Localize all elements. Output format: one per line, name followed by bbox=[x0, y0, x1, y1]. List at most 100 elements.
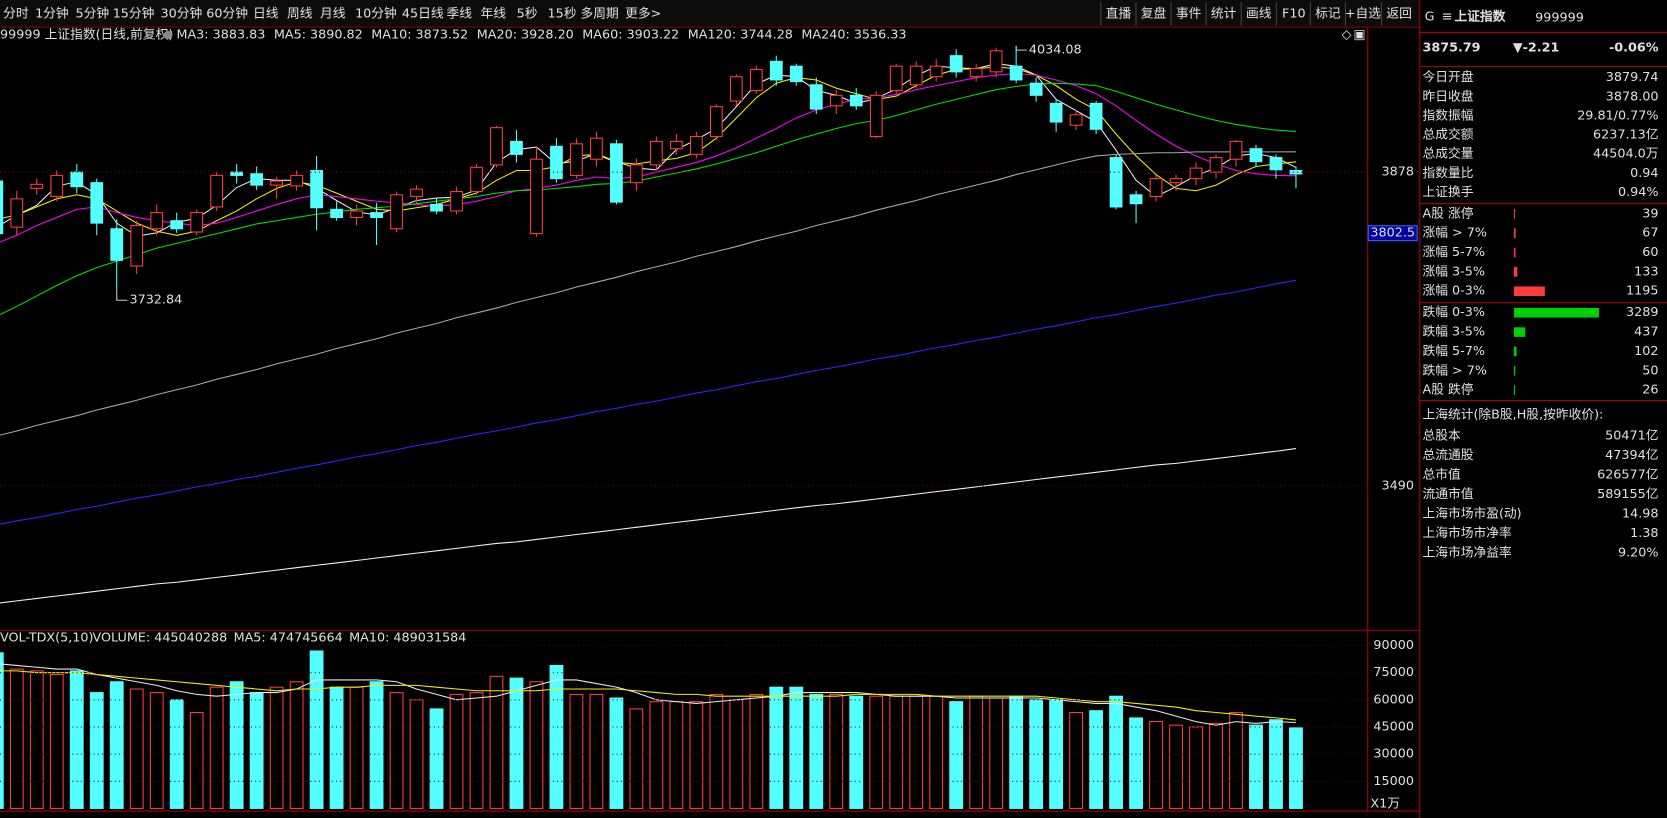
toolbar-button[interactable]: 返回 bbox=[1386, 6, 1411, 21]
volume-bar bbox=[1269, 719, 1283, 809]
volume-bar bbox=[429, 708, 444, 809]
candle-body bbox=[889, 65, 903, 91]
ma-line bbox=[0, 66, 1297, 236]
stat-value: 6237.13亿 bbox=[1593, 128, 1658, 143]
period-tab[interactable]: 年线 bbox=[481, 6, 507, 21]
toolbar-button[interactable]: 复盘 bbox=[1141, 5, 1167, 21]
volume-bar bbox=[469, 692, 484, 809]
market-value: 9.20% bbox=[1618, 545, 1659, 560]
icon[interactable]: ◇ bbox=[1342, 28, 1352, 43]
breadth-bar bbox=[1513, 346, 1517, 357]
candle-body bbox=[1129, 194, 1143, 205]
period-tab[interactable]: 10分钟 bbox=[355, 5, 397, 21]
breadth-bar bbox=[1513, 385, 1515, 395]
period-tab[interactable]: 月线 bbox=[320, 6, 346, 21]
legend-entry: MA5: 3890.82 bbox=[274, 28, 363, 43]
candle-body bbox=[270, 180, 284, 186]
toolbar-button[interactable]: F10 bbox=[1282, 6, 1306, 21]
volume-bar bbox=[229, 681, 244, 809]
volume-bar bbox=[9, 668, 24, 809]
candle-body bbox=[610, 143, 623, 203]
period-tab[interactable]: 5分钟 bbox=[75, 5, 109, 21]
candle-body bbox=[1029, 82, 1043, 96]
menu-icon[interactable]: ≡ bbox=[1442, 10, 1453, 25]
candle-body bbox=[430, 203, 443, 212]
settings-icon[interactable] bbox=[163, 30, 173, 40]
annotation-leader bbox=[116, 289, 128, 301]
market-value: 1.38 bbox=[1630, 526, 1658, 541]
candle-body bbox=[1149, 178, 1163, 197]
candle-body bbox=[1109, 157, 1123, 208]
volume-bar bbox=[1049, 699, 1064, 809]
toolbar-button[interactable]: +自选 bbox=[1345, 6, 1381, 21]
candle-body bbox=[250, 173, 264, 186]
period-tab[interactable]: 15分钟 bbox=[113, 5, 155, 21]
volume-bar bbox=[109, 681, 124, 809]
legend-entry: MA240: 3536.33 bbox=[801, 28, 906, 43]
y-tick-label: 45000 bbox=[1373, 720, 1414, 735]
candle-body bbox=[70, 171, 84, 188]
breadth-label: 跌幅 5-7% bbox=[1422, 343, 1484, 359]
toolbar-button[interactable]: 画线 bbox=[1246, 6, 1272, 21]
candle-body bbox=[190, 212, 204, 233]
breadth-label: A股 跌停 bbox=[1422, 382, 1473, 398]
volume-bar bbox=[1129, 717, 1143, 809]
volume-bar bbox=[89, 692, 104, 809]
volume-bar bbox=[29, 670, 44, 809]
volume-bar bbox=[589, 693, 604, 809]
index-name: 上证指数 bbox=[1454, 9, 1505, 25]
period-tab[interactable]: 周线 bbox=[287, 6, 313, 21]
breadth-value: 39 bbox=[1642, 206, 1658, 221]
period-tab[interactable]: 5秒 bbox=[517, 6, 538, 21]
period-tab[interactable]: 45日线 bbox=[402, 6, 444, 21]
candle-body bbox=[1189, 167, 1203, 180]
section-title: 上海统计(除B股,H股,按昨收价): bbox=[1422, 407, 1603, 422]
volume-bar bbox=[129, 688, 144, 809]
period-tab[interactable]: 15秒 bbox=[548, 6, 577, 21]
toolbar-button[interactable]: 事件 bbox=[1176, 6, 1202, 21]
volume-bar bbox=[0, 652, 4, 809]
stat-label: 昨日收盘 bbox=[1422, 88, 1473, 104]
breadth-value: 133 bbox=[1634, 264, 1658, 279]
candle-body bbox=[450, 191, 463, 212]
breadth-label: 涨幅 0-3% bbox=[1422, 284, 1484, 299]
market-label: 流通市值 bbox=[1422, 486, 1473, 502]
candle-body bbox=[789, 65, 803, 83]
period-tab[interactable]: 日线 bbox=[253, 6, 279, 21]
volume-bar bbox=[1289, 727, 1303, 809]
volume-bar bbox=[629, 708, 644, 809]
toolbar-button[interactable]: 统计 bbox=[1211, 6, 1237, 21]
period-tab[interactable]: 多周期 bbox=[580, 6, 618, 21]
stat-label: 今日开盘 bbox=[1422, 69, 1473, 85]
breadth-value: 1195 bbox=[1626, 284, 1658, 299]
volume-ma-line bbox=[0, 663, 1296, 726]
volume-bar bbox=[389, 692, 404, 809]
period-tab[interactable]: 季线 bbox=[447, 6, 473, 21]
candle-body bbox=[310, 170, 323, 209]
icon[interactable]: ▣ bbox=[1353, 28, 1365, 43]
candle-body bbox=[290, 174, 303, 187]
legend-entry: MA3: 3883.83 bbox=[176, 28, 265, 43]
candle-body bbox=[1049, 102, 1063, 123]
volume-bar bbox=[809, 693, 824, 809]
y-tick-label: 3490 bbox=[1382, 479, 1414, 494]
volume-bar bbox=[549, 664, 564, 809]
volume-bar bbox=[689, 701, 704, 809]
period-tab[interactable]: 1分钟 bbox=[35, 5, 69, 21]
stat-value: 0.94 bbox=[1630, 166, 1658, 181]
breadth-bar bbox=[1513, 209, 1515, 219]
toolbar-button[interactable]: 标记 bbox=[1315, 6, 1341, 21]
period-tab[interactable]: 60分钟 bbox=[206, 5, 248, 21]
toolbar-button[interactable]: 直播 bbox=[1106, 6, 1132, 21]
period-tab[interactable]: 分时 bbox=[3, 6, 29, 21]
candle-body bbox=[1269, 157, 1283, 171]
stat-value: 0.94% bbox=[1618, 185, 1659, 200]
breadth-bar bbox=[1513, 366, 1516, 376]
legend-entry: MA10: 3873.52 bbox=[371, 28, 468, 43]
period-tab[interactable]: 更多> bbox=[625, 6, 661, 21]
ma-line bbox=[0, 72, 1296, 243]
period-tab[interactable]: 30分钟 bbox=[161, 5, 203, 21]
candle-body bbox=[530, 158, 543, 235]
candle-body bbox=[949, 55, 963, 73]
